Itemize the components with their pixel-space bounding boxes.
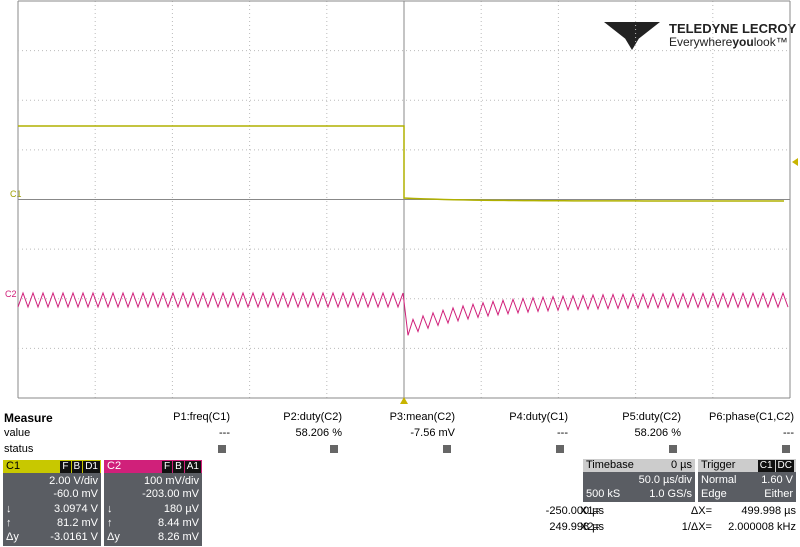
status-icon [218, 445, 226, 453]
cursor-label: X1= [580, 505, 600, 517]
status-icon [782, 445, 790, 453]
vdiv: 2.00 V/div [49, 475, 98, 487]
tag: Everywhere [669, 35, 733, 49]
tdiv: 50.0 µs/div [638, 474, 692, 486]
logo-brand: TELEDYNE LECROY [669, 21, 796, 36]
param-value: --- [783, 427, 794, 439]
cursor-value: 499.998 µs [741, 505, 796, 517]
row-icon: ↓ [107, 503, 113, 515]
graticule: C1 C2 TELEDYNE LECROY Everywhereyoulook™ [5, 0, 798, 404]
tag: you [732, 35, 753, 49]
row-label: status [4, 443, 34, 455]
status-icon [330, 445, 338, 453]
logo-icon [604, 22, 660, 50]
row-value: 8.26 mV [158, 531, 199, 543]
samples: 500 kS [586, 488, 621, 500]
cursor-value: 249.998 µs [549, 521, 604, 533]
type: Edge [701, 488, 727, 500]
trigger-box: Trigger C1 DC Normal 1.60 V Edge Either [698, 459, 796, 502]
timebase-box: Timebase 0 µs 50.0 µs/div 500 kS 1.0 GS/s [583, 459, 695, 502]
c2-box: C2 F B A1 100 mV/div -203.00 mV ↓ 180 µV ↑ 8.44 … [104, 460, 202, 546]
row-value: 180 µV [163, 503, 199, 515]
status-icon [443, 445, 451, 453]
measure-title: Measure [4, 411, 53, 425]
c1-header: C1 F B D1 [3, 460, 101, 473]
flag: B [173, 461, 184, 473]
level: 1.60 V [761, 474, 793, 486]
flag: D1 [83, 461, 100, 473]
rate: 1.0 GS/s [649, 488, 692, 500]
param-name: P2:duty(C2) [283, 411, 342, 423]
c1-box: C1 F B D1 2.00 V/div -60.0 mV ↓ 3.0974 V ↑ 81.2 … [3, 460, 101, 546]
vdiv: 100 mV/div [143, 475, 199, 487]
flag: A1 [184, 461, 201, 473]
cursor-value: -250.000 µs [545, 505, 604, 517]
flag: F [161, 461, 173, 473]
c2-marker: C2 [5, 289, 17, 299]
param-name: P6:phase(C1,C2) [709, 411, 794, 423]
flag: F [60, 461, 71, 473]
source: C1 [757, 460, 775, 472]
slope: Either [764, 488, 793, 500]
offset: -203.00 mV [142, 488, 199, 500]
status-icon [556, 445, 564, 453]
param-name: P4:duty(C1) [509, 411, 568, 423]
c2-header: C2 F B A1 [104, 460, 202, 473]
row-value: 81.2 mV [57, 517, 98, 529]
param-value: --- [557, 427, 568, 439]
row-value: 8.44 mV [158, 517, 199, 529]
c2-trace [17, 291, 789, 336]
row-icon: ↓ [6, 503, 12, 515]
trigger-title: Trigger [701, 459, 736, 471]
cursor-label: 1/ΔX= [681, 521, 712, 533]
param-name: P5:duty(C2) [622, 411, 681, 423]
c1-trace [18, 125, 785, 202]
mode: Normal [701, 474, 737, 486]
param-value: --- [219, 427, 230, 439]
row-value: -3.0161 V [50, 531, 98, 543]
row-icon: Δy [6, 531, 19, 543]
row-icon: ↑ [6, 517, 12, 529]
param-value: -7.56 mV [410, 427, 455, 439]
row-value: 3.0974 V [53, 503, 98, 515]
param-value: 58.206 % [634, 427, 681, 439]
param-name: P1:freq(C1) [173, 411, 230, 423]
param-value: 58.206 % [295, 427, 342, 439]
timebase-title: Timebase [586, 459, 634, 471]
tag: look™ [754, 35, 788, 49]
cursor-label: ΔX= [690, 505, 712, 517]
row-icon: ↑ [107, 517, 113, 529]
cursor-label: X2= [580, 521, 600, 533]
coupling: DC [775, 460, 794, 472]
c2-label: C2 [107, 460, 122, 472]
offset: -60.0 mV [53, 488, 98, 500]
flag: B [71, 461, 83, 473]
trigger-level [792, 158, 798, 166]
cursor-value: 2.000008 kHz [728, 521, 796, 533]
trigger-marker [400, 397, 408, 404]
logo-tag: Everywhereyoulook™ [669, 35, 788, 49]
row-icon: Δy [107, 531, 120, 543]
status-icon [669, 445, 677, 453]
c1-marker: C1 [10, 189, 22, 199]
delay: 0 µs [670, 459, 692, 471]
row-label: value [4, 427, 31, 439]
param-name: P3:mean(C2) [389, 411, 455, 423]
c1-label: C1 [6, 460, 21, 472]
